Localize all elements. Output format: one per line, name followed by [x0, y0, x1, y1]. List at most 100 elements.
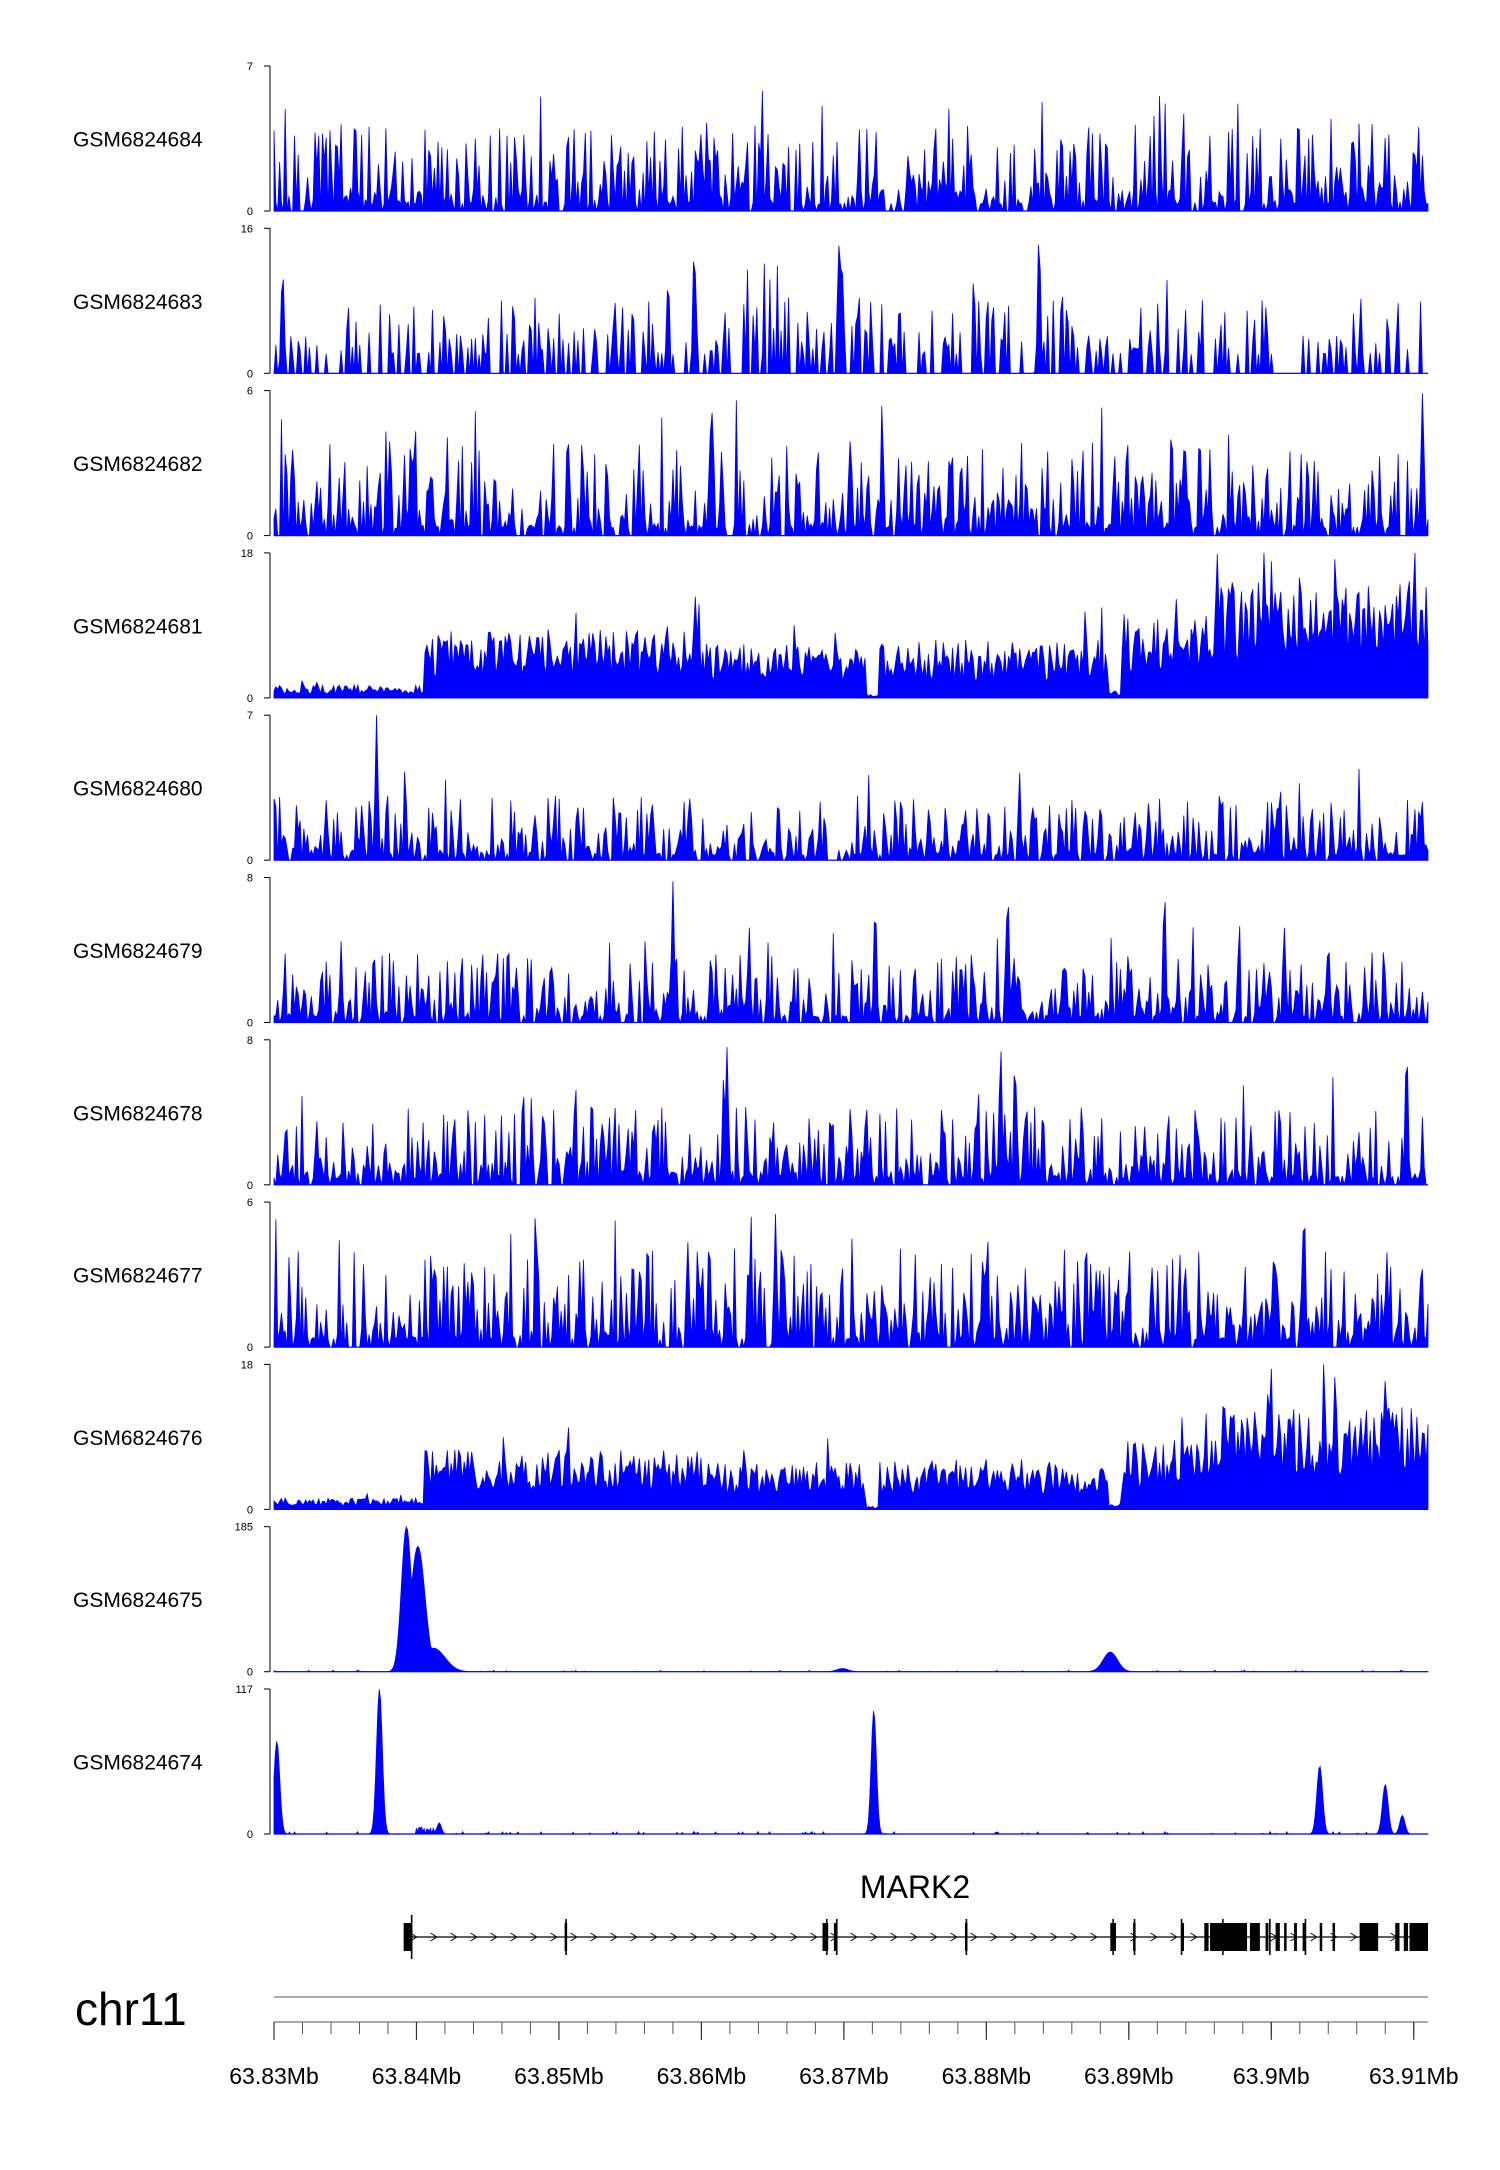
track-label: GSM6824681	[73, 615, 203, 638]
gene-exon	[1319, 1923, 1323, 1951]
strand-arrow	[530, 1932, 538, 1942]
strand-arrow	[410, 1932, 418, 1942]
gene-exon	[822, 1923, 829, 1951]
y-tick-label: 0	[247, 855, 253, 867]
y-tick-label: 6	[247, 386, 253, 398]
gene-exon	[833, 1923, 837, 1951]
track-GSM6824674: GSM6824674 117 0	[73, 1684, 1429, 1841]
strand-arrow	[1070, 1932, 1078, 1942]
signal-tracks: GSM682468470GSM6824683160GSM682468260GSM…	[73, 61, 1429, 1841]
strand-arrow	[790, 1932, 798, 1942]
y-tick-label: 8	[247, 1035, 253, 1047]
strand-arrow	[430, 1932, 438, 1942]
y-tick-label: 6	[247, 1197, 253, 1209]
gene-exon	[1210, 1923, 1248, 1951]
strand-arrow	[450, 1932, 458, 1942]
y-tick-label: 185	[235, 1522, 253, 1534]
y-tick-label: 18	[241, 548, 253, 560]
y-tick-label: 0	[247, 368, 253, 380]
strand-arrow	[490, 1932, 498, 1942]
y-tick-label: 7	[247, 61, 253, 73]
track-label: GSM6824682	[73, 453, 203, 476]
y-tick-label: 0	[247, 1018, 253, 1030]
gene-exon	[1249, 1923, 1260, 1951]
strand-arrow	[910, 1932, 918, 1942]
gene-exon	[1395, 1923, 1400, 1951]
y-tick-label: 0	[247, 531, 253, 543]
track-label: GSM6824676	[73, 1427, 203, 1450]
strand-arrow	[510, 1932, 518, 1942]
track-label: GSM6824675	[73, 1589, 203, 1612]
strand-arrow	[690, 1932, 698, 1942]
gene-exon	[1294, 1923, 1297, 1951]
strand-arrow	[1170, 1932, 1178, 1942]
gene-exon	[1359, 1923, 1379, 1951]
strand-arrow	[850, 1932, 858, 1942]
track-GSM6824684: GSM6824684 7 0	[73, 61, 1429, 218]
gene-label: MARK2	[860, 1869, 970, 1905]
y-tick-label: 0	[247, 1342, 253, 1354]
x-tick-label: 63.89Mb	[1084, 2063, 1174, 2089]
strand-arrow	[770, 1932, 778, 1942]
strand-arrow	[930, 1932, 938, 1942]
strand-arrow	[630, 1932, 638, 1942]
chromosome-label: chr11	[75, 1983, 187, 2035]
x-tick-label: 63.91Mb	[1369, 2063, 1459, 2089]
x-tick-label: 63.87Mb	[799, 2063, 889, 2089]
y-tick-label: 117	[235, 1684, 253, 1696]
strand-arrow	[970, 1932, 978, 1942]
strand-arrow	[750, 1932, 758, 1942]
strand-arrow	[550, 1932, 558, 1942]
track-GSM6824682: GSM6824682 6 0	[73, 386, 1429, 543]
track-GSM6824679: GSM6824679 8 0	[73, 873, 1429, 1030]
gene-track: MARK2	[403, 1869, 1428, 1959]
track-GSM6824676: GSM6824676 18 0	[73, 1359, 1429, 1516]
strand-arrow	[990, 1932, 998, 1942]
gene-exon	[1403, 1923, 1409, 1951]
strand-arrow	[870, 1932, 878, 1942]
x-tick-label: 63.9Mb	[1233, 2063, 1310, 2089]
strand-arrow	[1010, 1932, 1018, 1942]
track-label: GSM6824679	[73, 940, 203, 963]
y-tick-label: 0	[247, 693, 253, 705]
strand-arrow	[1050, 1932, 1058, 1942]
y-tick-label: 0	[247, 1829, 253, 1841]
y-tick-label: 7	[247, 710, 253, 722]
strand-arrow	[710, 1932, 718, 1942]
track-label: GSM6824680	[73, 778, 203, 801]
strand-arrow	[730, 1932, 738, 1942]
signal-area	[273, 244, 1428, 374]
signal-area	[273, 393, 1429, 536]
gene-exon	[1181, 1923, 1185, 1951]
strand-arrow	[810, 1932, 818, 1942]
track-GSM6824677: GSM6824677 6 0	[73, 1197, 1429, 1354]
x-tick-label: 63.85Mb	[514, 2063, 604, 2089]
gene-exon	[1265, 1923, 1269, 1951]
track-label: GSM6824683	[73, 291, 203, 314]
track-label: GSM6824678	[73, 1102, 203, 1125]
y-tick-label: 0	[247, 1180, 253, 1192]
track-GSM6824681: GSM6824681 18 0	[73, 548, 1429, 705]
gene-exon	[1302, 1923, 1306, 1951]
track-GSM6824683: GSM6824683 16 0	[73, 223, 1428, 380]
track-GSM6824675: GSM6824675 185 0	[73, 1522, 1429, 1679]
gene-exon	[1204, 1923, 1209, 1951]
track-GSM6824678: GSM6824678 8 0	[73, 1035, 1428, 1192]
strand-arrow	[1150, 1932, 1158, 1942]
x-tick-label: 63.86Mb	[657, 2063, 747, 2089]
strand-arrow	[890, 1932, 898, 1942]
gene-exon	[1409, 1923, 1428, 1951]
y-tick-label: 16	[241, 223, 253, 235]
y-tick-label: 0	[247, 206, 253, 218]
track-GSM6824680: GSM6824680 7 0	[73, 710, 1429, 867]
signal-area	[273, 91, 1429, 213]
strand-arrow	[610, 1932, 618, 1942]
strand-arrow	[950, 1932, 958, 1942]
signal-area	[273, 1047, 1428, 1187]
track-label: GSM6824674	[73, 1752, 203, 1775]
gene-exon	[1275, 1923, 1280, 1951]
strand-arrow	[670, 1932, 678, 1942]
signal-area	[273, 1525, 1429, 1673]
strand-arrow	[470, 1932, 478, 1942]
